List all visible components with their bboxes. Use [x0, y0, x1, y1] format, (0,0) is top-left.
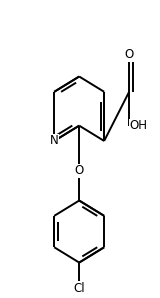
Text: O: O [75, 164, 84, 177]
Text: Cl: Cl [73, 282, 85, 295]
Text: OH: OH [129, 119, 147, 132]
Text: N: N [50, 134, 59, 148]
Text: O: O [124, 48, 134, 61]
